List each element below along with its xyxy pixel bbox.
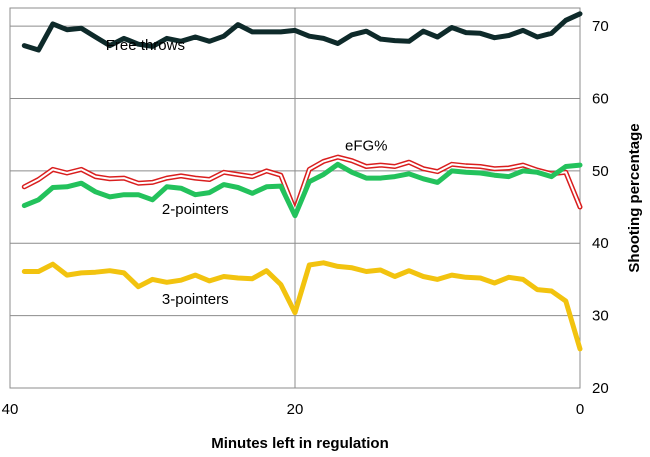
plot-frame [9,7,581,389]
annotations: Free throws eFG% 2-pointers 3-pointers [106,37,388,308]
series-annotation: Free throws [106,37,185,54]
series-3-pointers [21,260,583,352]
series-line [21,260,583,352]
series-free-throws [21,11,583,53]
series-line-inner [23,156,581,212]
x-tick-label: 20 [287,401,304,418]
y-tick-label: 40 [592,235,609,252]
gridlines [10,8,580,389]
series-annotation: 3-pointers [162,291,229,308]
y-tick-label: 70 [592,18,609,35]
x-tick-label: 0 [576,401,584,418]
y-tick-label: 60 [592,90,609,107]
y-tick-label: 20 [592,380,609,397]
series-line [21,11,583,53]
x-tick-label: 40 [2,401,19,418]
series-annotation: eFG% [345,138,388,155]
tick-labels: 20 30 40 50 60 70 40 20 0 [2,18,609,418]
series-annotation: 2-pointers [162,201,229,218]
y-axis-title: Shooting percentage [626,123,643,272]
series-efg [21,154,583,214]
x-axis-title: Minutes left in regulation [211,435,389,452]
y-tick-label: 50 [592,163,609,180]
series-line [21,161,583,219]
series-2-pointers [21,161,583,219]
y-tick-label: 30 [592,308,609,325]
series-layer [21,11,583,352]
